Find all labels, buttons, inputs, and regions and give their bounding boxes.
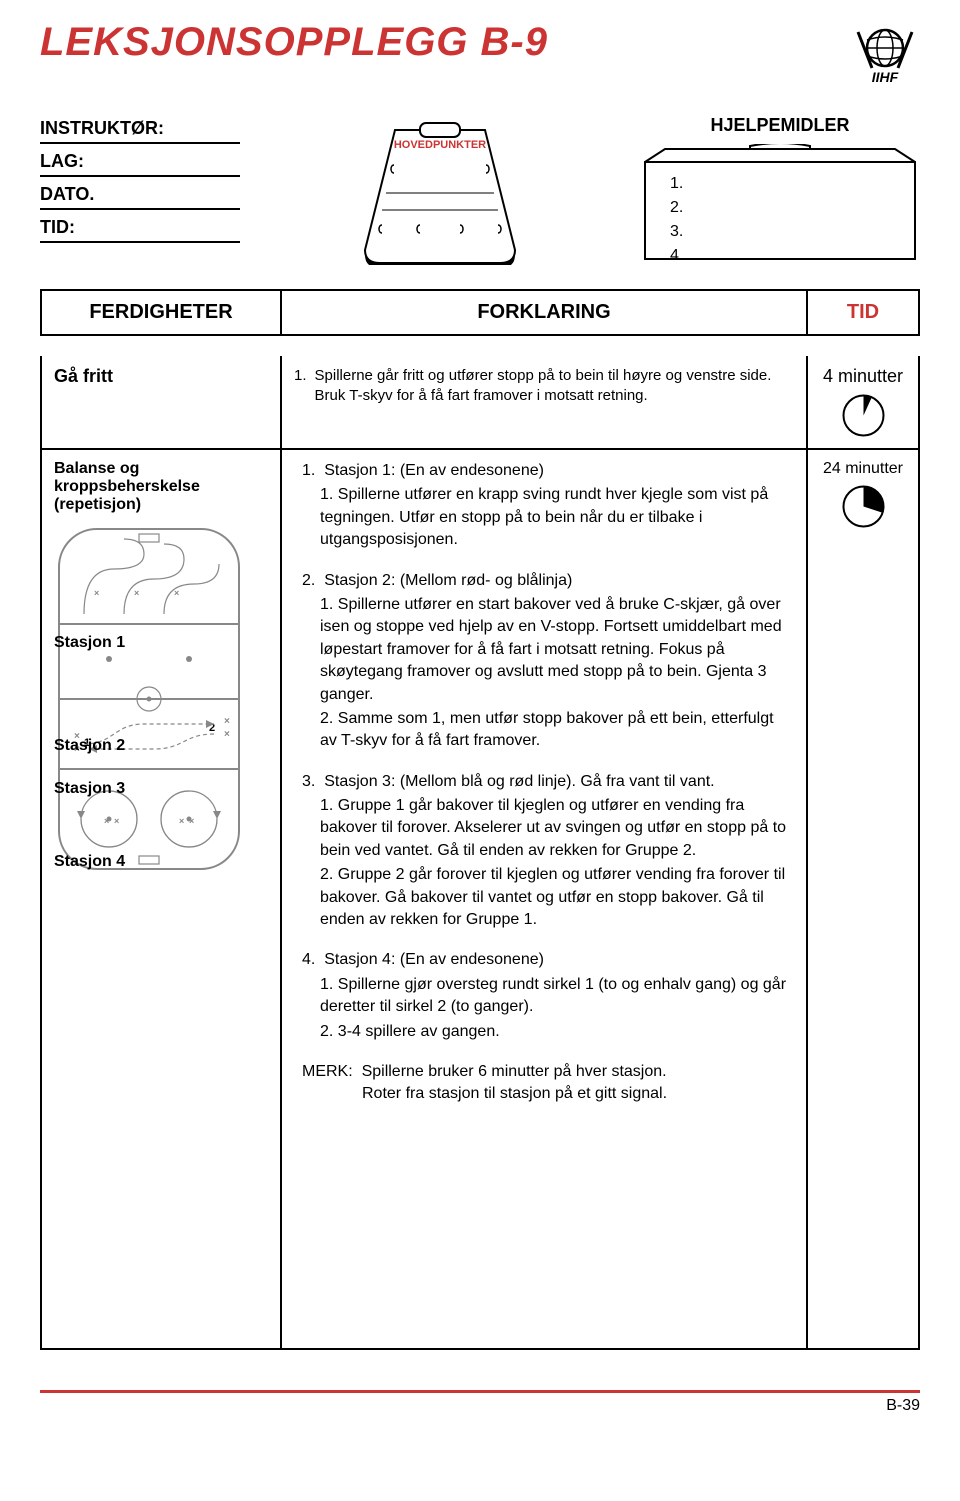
hjelpemidler-block: HJELPEMIDLER 1. 2. 3. 4. xyxy=(640,115,920,269)
clock-icon xyxy=(841,393,886,438)
info-block: INSTRUKTØR: LAG: DATO. TID: xyxy=(40,115,240,269)
page-footer: B-39 xyxy=(40,1390,920,1415)
hjelpemidler-title: HJELPEMIDLER xyxy=(640,115,920,136)
hj-item: 1. xyxy=(670,172,683,196)
page-title: LEKSJONSOPPLEGG B-9 xyxy=(40,20,548,65)
row2-time: 24 minutter xyxy=(808,450,918,1348)
dato-label: DATO. xyxy=(40,181,240,210)
clock-icon xyxy=(841,484,886,529)
hj-item: 4. xyxy=(670,244,683,268)
iihf-logo-icon: IIHF xyxy=(850,20,920,90)
svg-text:HOVEDPUNKTER: HOVEDPUNKTER xyxy=(394,139,486,151)
col-header-ferdigheter: FERDIGHETER xyxy=(42,291,282,334)
col-header-tid: TID xyxy=(808,291,918,334)
row2-skill-title: Balanse og kroppsbeherskelse (repetisjon… xyxy=(54,460,268,514)
hj-item: 3. xyxy=(670,220,683,244)
clipboard-diagram: HOVEDPUNKTER xyxy=(340,115,540,269)
instruktor-label: INSTRUKTØR: xyxy=(40,115,240,144)
lag-label: LAG: xyxy=(40,148,240,177)
col-header-forklaring: FORKLARING xyxy=(282,291,808,334)
row1-desc: 1. Spillerne går fritt og utfører stopp … xyxy=(282,356,808,448)
row1-skill: Gå fritt xyxy=(42,356,282,448)
hj-item: 2. xyxy=(670,196,683,220)
tid-label: TID: xyxy=(40,214,240,243)
row2-mid: 1. Stasjon 1: (En av endesonene) 1. Spil… xyxy=(282,450,808,1348)
svg-text:IIHF: IIHF xyxy=(872,69,899,85)
row1-time: 4 minutter xyxy=(808,356,918,448)
row2-left: Balanse og kroppsbeherskelse (repetisjon… xyxy=(42,450,282,1348)
